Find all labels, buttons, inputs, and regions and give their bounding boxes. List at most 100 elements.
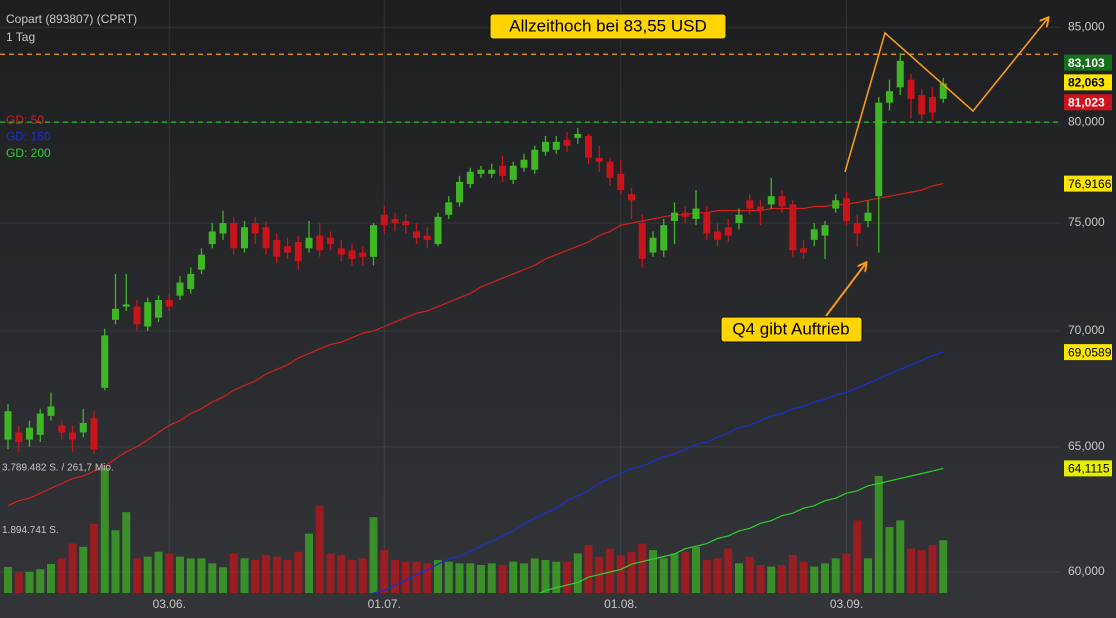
candle-body bbox=[402, 220, 410, 226]
candle-body bbox=[714, 231, 721, 240]
volume-bar bbox=[197, 558, 206, 593]
volume-bar bbox=[638, 543, 647, 593]
volume-bar bbox=[788, 555, 797, 593]
volume-bar bbox=[552, 561, 561, 593]
x-tick-label: 01.08. bbox=[604, 597, 637, 611]
volume-bar bbox=[154, 551, 163, 593]
legend: GD: 50 GD: 150 GD: 200 bbox=[6, 113, 51, 160]
volume-bar bbox=[455, 563, 464, 593]
candle-body bbox=[391, 218, 399, 224]
candle-body bbox=[853, 223, 861, 234]
volume-bar bbox=[186, 558, 195, 593]
volume-bar bbox=[208, 563, 217, 593]
volume-bar bbox=[756, 564, 765, 593]
price-marker-label: 64,1115 bbox=[1068, 462, 1110, 476]
volume-bar bbox=[799, 561, 808, 593]
volume-bar bbox=[509, 561, 518, 593]
volume-bar bbox=[606, 548, 614, 593]
y-tick-label: 70,000 bbox=[1068, 323, 1105, 337]
moving-averages bbox=[7, 183, 944, 593]
volume-tick-label: 3.789.482 S. / 261,7 Mio. bbox=[2, 463, 114, 474]
price-marker bbox=[1064, 74, 1112, 91]
candle-body bbox=[305, 237, 313, 249]
candle-body bbox=[316, 235, 324, 251]
volume-bar bbox=[79, 546, 88, 593]
candle-body bbox=[380, 214, 388, 226]
candle-body bbox=[520, 159, 528, 168]
candle-body bbox=[155, 299, 162, 318]
candle-body bbox=[660, 225, 668, 251]
volume-bar bbox=[735, 563, 743, 593]
volume-bar bbox=[681, 551, 690, 593]
price-marker-label: 83,103 bbox=[1068, 56, 1105, 70]
candle-body bbox=[649, 237, 657, 253]
volume-bar bbox=[874, 475, 883, 593]
volume-bar bbox=[337, 555, 346, 593]
volume-bar bbox=[369, 517, 378, 593]
candle-body bbox=[939, 83, 947, 99]
candle-body bbox=[241, 227, 248, 249]
candle-body bbox=[595, 157, 603, 162]
candle-body bbox=[692, 208, 700, 219]
candle-body bbox=[423, 235, 431, 240]
volume-bar bbox=[434, 560, 442, 593]
candle-body bbox=[144, 302, 152, 327]
candle-body bbox=[219, 223, 227, 234]
volume-bars bbox=[4, 468, 948, 593]
volume-bar bbox=[133, 558, 141, 593]
volume-bar bbox=[90, 523, 98, 593]
volume-bar bbox=[767, 566, 776, 593]
volume-bar bbox=[262, 555, 270, 593]
volume-bar bbox=[702, 560, 711, 593]
volume-bar bbox=[466, 563, 475, 593]
candle-body bbox=[26, 427, 33, 440]
volume-bar bbox=[724, 548, 733, 593]
candle-body bbox=[886, 91, 893, 103]
volume-bar bbox=[616, 555, 625, 593]
candle-body bbox=[359, 252, 367, 257]
candle-body bbox=[821, 225, 829, 236]
volume-bar bbox=[219, 567, 227, 593]
candle-body bbox=[810, 229, 818, 240]
annotation: Allzeithoch bei 83,55 USD bbox=[509, 16, 707, 35]
interval: 1 Tag bbox=[6, 30, 35, 44]
candle-body bbox=[36, 413, 44, 435]
candle-body bbox=[681, 212, 689, 217]
candle-body bbox=[348, 250, 356, 259]
volume-bar bbox=[520, 563, 528, 593]
volume-bar bbox=[831, 558, 840, 593]
volume-bar bbox=[810, 566, 819, 593]
chart-title: Copart (893807) (CPRT) bbox=[6, 12, 137, 26]
candle-body bbox=[477, 169, 485, 174]
volume-bar bbox=[487, 563, 496, 593]
candle-body bbox=[499, 165, 506, 176]
volume-bar bbox=[659, 558, 668, 593]
legend-entry: GD: 150 bbox=[6, 130, 51, 144]
volume-bar bbox=[305, 533, 313, 593]
y-tick-label: 80,000 bbox=[1068, 114, 1105, 128]
candle-body bbox=[456, 181, 463, 203]
volume-bar bbox=[745, 556, 754, 593]
candle-body bbox=[671, 212, 678, 221]
candle-body bbox=[746, 200, 754, 209]
volume-bar bbox=[821, 563, 829, 593]
volume-bar bbox=[391, 560, 399, 593]
candle-body bbox=[101, 335, 109, 388]
candle-body bbox=[4, 411, 12, 440]
candle-body bbox=[628, 194, 635, 201]
axis: 85,000 80,000 75,000 70,000 65,000 60,000 3.78… bbox=[2, 20, 1112, 611]
volume-bar bbox=[928, 545, 937, 593]
candle-body bbox=[445, 202, 453, 215]
volume-bar bbox=[4, 566, 12, 593]
volume-bar bbox=[165, 553, 174, 593]
trend-arrow bbox=[844, 18, 1048, 173]
candle-body bbox=[187, 273, 195, 290]
volume-bar bbox=[412, 561, 421, 593]
candle-body bbox=[198, 254, 205, 270]
volume-bar bbox=[896, 520, 905, 593]
candle-body bbox=[327, 237, 334, 245]
candle-body bbox=[466, 171, 474, 184]
y-tick-label: 75,000 bbox=[1068, 215, 1105, 229]
volume-bar bbox=[444, 561, 453, 593]
